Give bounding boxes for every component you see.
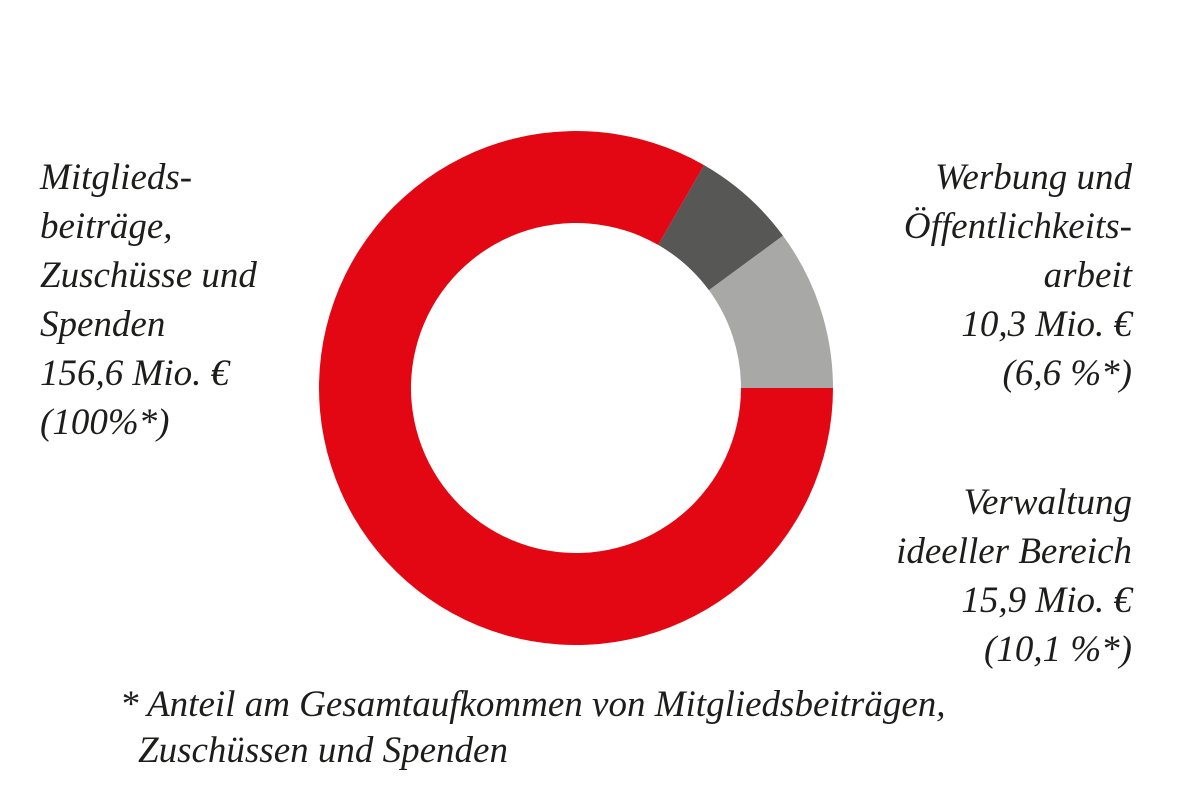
werbung-percent: (6,6 %*) <box>1002 353 1132 394</box>
footnote-line: Zuschüssen und Spenden <box>138 730 508 771</box>
werbung-label: Werbung und Öffentlichkeits- arbeit 10,3… <box>904 153 1132 398</box>
werbung-label-line: Öffentlichkeits- <box>903 206 1132 247</box>
total-label-line: Spenden <box>40 304 166 345</box>
werbung-label-line: arbeit <box>1043 255 1132 296</box>
verwaltung-percent: (10,1 %*) <box>984 629 1132 670</box>
footnote: * Anteil am Gesamtaufkommen von Mitglied… <box>120 682 946 774</box>
donut-slice-werbung <box>658 165 783 291</box>
total-percent: (100%*) <box>40 402 170 443</box>
donut-slice-remainder <box>319 130 833 645</box>
total-value: 156,6 Mio. € <box>40 353 230 394</box>
total-label-line: Zuschüsse und <box>40 255 257 296</box>
verwaltung-value: 15,9 Mio. € <box>961 580 1132 621</box>
werbung-label-line: Werbung und <box>935 157 1132 198</box>
werbung-value: 10,3 Mio. € <box>961 304 1132 345</box>
verwaltung-label-line: ideeller Bereich <box>896 531 1132 572</box>
total-label: Mitglieds- beiträge, Zuschüsse und Spend… <box>40 153 257 447</box>
total-label-line: Mitglieds- <box>40 157 193 198</box>
total-label-line: beiträge, <box>40 206 173 247</box>
donut-slice-verwaltung <box>708 235 833 388</box>
verwaltung-label-line: Verwaltung <box>963 482 1132 523</box>
verwaltung-label: Verwaltung ideeller Bereich 15,9 Mio. € … <box>896 478 1132 674</box>
footnote-line: * Anteil am Gesamtaufkommen von Mitglied… <box>120 684 946 725</box>
